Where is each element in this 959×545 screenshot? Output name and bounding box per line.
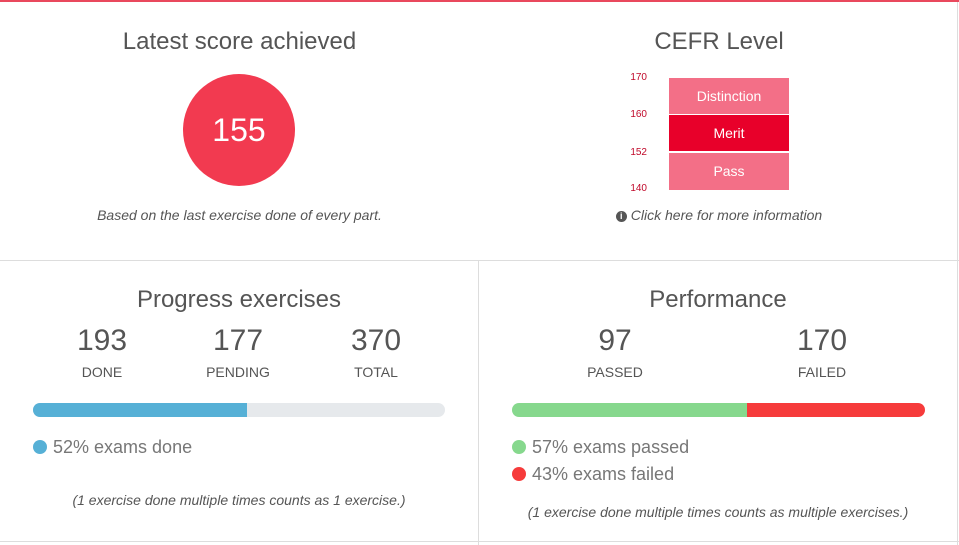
progress-bar — [33, 403, 445, 417]
stat-pending: 177 PENDING — [178, 324, 298, 380]
stat-label: PASSED — [587, 364, 643, 380]
stat-label: DONE — [81, 364, 123, 380]
stat-label: PENDING — [206, 364, 270, 380]
cefr-title: CEFR Level — [654, 28, 784, 55]
more-info-link[interactable]: i Click here for more information — [479, 207, 959, 223]
cefr-tick: 152 — [630, 147, 647, 158]
vertical-divider — [478, 261, 479, 545]
legend-text: 43% exams failed — [532, 464, 675, 484]
cefr-band-distinction: Distinction — [669, 78, 789, 114]
legend-text: 52% exams done — [53, 437, 193, 457]
performance-title: Performance — [649, 286, 787, 313]
performance-bar — [512, 403, 925, 417]
progress-bar-fill — [33, 403, 247, 417]
latest-score-panel: Latest score achieved 155 Based on the l… — [0, 2, 479, 260]
bottom-border — [0, 541, 959, 542]
legend-dot — [512, 467, 526, 481]
cefr-tick: 140 — [630, 183, 647, 194]
stat-value: 97 — [598, 324, 632, 357]
stat-done: 193 DONE — [42, 324, 162, 380]
progress-title: Progress exercises — [136, 286, 342, 313]
stat-value: 170 — [796, 324, 848, 357]
performance-footnote: (1 exercise done multiple times counts a… — [527, 504, 909, 520]
horizontal-divider — [0, 260, 959, 261]
legend-dot — [512, 440, 526, 454]
progress-footnote: (1 exercise done multiple times counts a… — [72, 492, 406, 508]
stat-value: 193 — [76, 324, 128, 357]
legend-passed: 57% exams passed — [512, 437, 689, 458]
info-circle-icon: i — [615, 211, 627, 222]
score-note: Based on the last exercise done of every… — [97, 207, 382, 223]
stat-total: 370 TOTAL — [316, 324, 436, 380]
performance-bar-failed — [747, 403, 925, 417]
progress-exercises-panel: Progress exercises 193 DONE 177 PENDING … — [0, 261, 478, 541]
cefr-level-chart: 170 160 152 140 Distinction Merit Pass — [619, 72, 799, 197]
score-title: Latest score achieved — [122, 28, 357, 55]
performance-bar-passed — [512, 403, 747, 417]
stat-failed: 170 FAILED — [762, 324, 882, 380]
right-border — [957, 2, 958, 545]
more-info-text: Click here for more information — [630, 207, 823, 223]
legend-dot — [33, 440, 47, 454]
stat-value: 177 — [212, 324, 264, 357]
top-accent-border — [0, 0, 959, 2]
stat-label: FAILED — [797, 364, 847, 380]
cefr-level-panel: CEFR Level 170 160 152 140 Distinction M… — [479, 2, 959, 260]
stat-passed: 97 PASSED — [555, 324, 675, 380]
score-circle: 155 — [183, 74, 295, 186]
cefr-tick: 160 — [630, 109, 647, 120]
stat-label: TOTAL — [354, 364, 398, 380]
legend-text: 57% exams passed — [532, 437, 690, 457]
legend-done: 52% exams done — [33, 437, 192, 458]
cefr-tick: 170 — [630, 72, 647, 83]
cefr-band-pass: Pass — [669, 153, 789, 190]
legend-failed: 43% exams failed — [512, 464, 674, 485]
stat-value: 370 — [350, 324, 402, 357]
cefr-band-merit: Merit — [669, 115, 789, 151]
performance-panel: Performance 97 PASSED 170 FAILED 57% exa… — [479, 261, 957, 541]
